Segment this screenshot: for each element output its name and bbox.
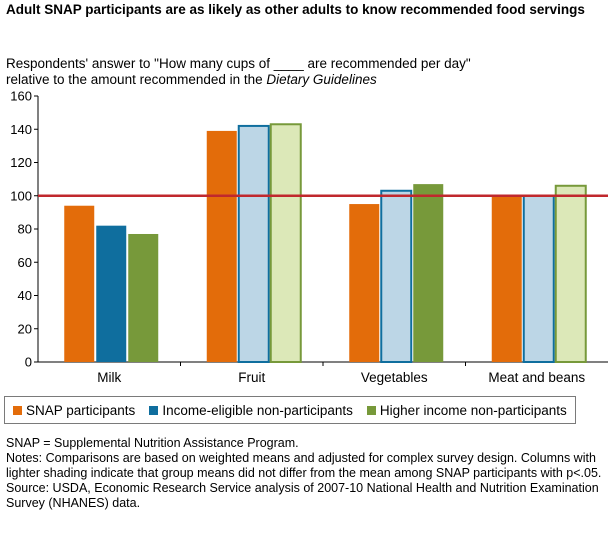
chart-notes: SNAP = Supplemental Nutrition Assistance…: [6, 436, 606, 511]
y-tick-label: 40: [18, 288, 32, 303]
bar-milk-series-2: [128, 233, 159, 362]
legend-label-higher-income: Higher income non-participants: [379, 402, 567, 418]
dietary-guidelines-italic: Dietary Guidelines: [266, 72, 377, 87]
bar-fruit-series-2: [269, 123, 302, 364]
legend-swatch-snap: [13, 405, 22, 415]
x-category-label: Fruit: [238, 370, 265, 385]
bar-vegetables-series-2: [413, 184, 444, 362]
bar-chart: 0 20 40 60 80 100 120 140 160 Milk Fruit Vegetables…: [10, 89, 608, 385]
y-tick-label: 20: [18, 321, 32, 336]
subtitle-line-2-text: relative to the amount recommended in th…: [6, 72, 267, 87]
chart-legend: SNAP participants Income-eligible non-pa…: [4, 396, 576, 424]
bar-vegetables-series-1: [380, 189, 413, 363]
bar-meat-and-beans-series-1: [522, 194, 555, 363]
bar-fruit-series-0: [206, 130, 237, 362]
bar-milk-series-1: [96, 225, 127, 362]
bar-meat-and-beans-series-2: [554, 184, 587, 364]
x-category-label: Milk: [97, 370, 121, 385]
y-tick-label: 120: [10, 155, 32, 170]
x-category-label: Vegetables: [361, 370, 428, 385]
chart-title: Adult SNAP participants are as likely as…: [6, 2, 585, 17]
bar-milk-series-0: [64, 205, 95, 362]
y-tick-label: 160: [10, 89, 32, 104]
subtitle-line-1: Respondents' answer to "How many cups of…: [6, 56, 471, 71]
legend-item-higher-income: Higher income non-participants: [366, 402, 567, 418]
chart-subtitle: Respondents' answer to "How many cups of…: [6, 56, 606, 88]
legend-label-income-eligible: Income-eligible non-participants: [162, 402, 353, 418]
legend-label-snap: SNAP participants: [26, 402, 136, 418]
y-tick-label: 140: [10, 122, 32, 137]
bar-vegetables-series-0: [349, 204, 380, 362]
subtitle-line-2: relative to the amount recommended in th…: [6, 72, 606, 88]
legend-swatch-higher-income: [366, 405, 376, 415]
legend-item-snap: SNAP participants: [13, 403, 135, 418]
bar-fruit-series-1: [237, 124, 270, 363]
bar-meat-and-beans-series-0: [491, 195, 522, 362]
y-tick-label: 60: [18, 255, 32, 270]
note-source: Source: USDA, Economic Research Service …: [6, 481, 599, 510]
x-category-label: Meat and beans: [488, 370, 585, 385]
y-tick-label: 0: [25, 355, 32, 370]
legend-swatch-income-eligible: [149, 405, 159, 415]
y-tick-label: 80: [18, 222, 32, 237]
note-comparisons: Notes: Comparisons are based on weighted…: [6, 451, 602, 480]
legend-item-income-eligible: Income-eligible non-participants: [149, 403, 353, 418]
y-tick-label: 100: [10, 188, 32, 203]
note-snap-definition: SNAP = Supplemental Nutrition Assistance…: [6, 436, 299, 450]
